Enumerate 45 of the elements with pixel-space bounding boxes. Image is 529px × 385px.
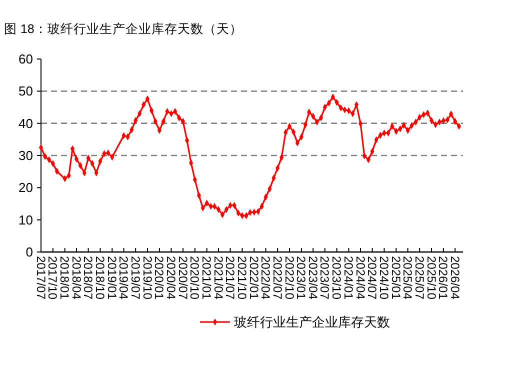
x-tick-label: 2017/07 [34, 256, 48, 300]
x-tick-label: 2021/04 [211, 256, 226, 300]
x-tick-label: 2019/01 [104, 256, 119, 300]
x-tick-label: 2020/01 [152, 256, 166, 300]
x-tick-label: 2018/04 [69, 256, 84, 300]
y-tick-label: 50 [18, 84, 33, 99]
x-tick-label: 2023/01 [294, 256, 308, 300]
x-tick-label: 2020/10 [188, 256, 202, 300]
x-tick-label: 2024/04 [353, 256, 368, 300]
x-tick-label: 2021/07 [223, 256, 238, 300]
chart-title: 图 18：玻纤行业生产企业库存天数（天） [4, 22, 242, 36]
x-tick-label: 2023/07 [318, 256, 332, 300]
x-tick-label: 2024/10 [377, 256, 392, 300]
x-tick-label: 2018/07 [81, 256, 96, 300]
y-tick-label: 0 [26, 244, 33, 260]
x-tick-label: 2025/04 [400, 256, 415, 300]
x-tick-label: 2020/07 [176, 256, 190, 300]
x-tick-label: 2026/01 [436, 256, 450, 300]
x-tick-label: 2022/07 [270, 256, 284, 300]
x-tick-label: 2021/10 [235, 256, 250, 300]
x-tick-label: 2018/01 [58, 256, 72, 300]
x-tick-label: 2019/10 [140, 256, 154, 300]
x-tick-label: 2025/07 [412, 256, 426, 300]
x-tick-label: 2020/04 [164, 256, 178, 300]
y-tick-label: 10 [18, 212, 33, 228]
x-tick-label: 2018/10 [93, 256, 108, 300]
y-tick-label: 40 [18, 116, 33, 131]
x-tick-label: 2021/01 [200, 256, 214, 300]
x-tick-label: 2024/01 [342, 256, 356, 300]
y-tick-label: 60 [18, 52, 33, 67]
y-tick-label: 30 [18, 148, 33, 164]
x-tick-label: 2017/10 [46, 256, 60, 300]
x-tick-label: 2022/01 [246, 256, 261, 300]
y-tick-label: 20 [18, 180, 33, 196]
x-tick-label: 2024/07 [365, 256, 380, 300]
legend-label: 玻纤行业生产企业库存天数 [234, 314, 390, 330]
x-tick-label: 2025/10 [424, 256, 438, 300]
x-tick-label: 2019/07 [128, 256, 142, 300]
x-tick-label: 2026/04 [448, 256, 462, 300]
x-tick-label: 2022/10 [282, 256, 296, 300]
x-tick-label: 2022/04 [258, 256, 273, 300]
x-tick-label: 2025/01 [388, 256, 403, 300]
x-tick-label: 2019/04 [116, 256, 131, 300]
x-tick-label: 2023/10 [330, 256, 344, 300]
x-tick-label: 2023/04 [306, 256, 320, 300]
